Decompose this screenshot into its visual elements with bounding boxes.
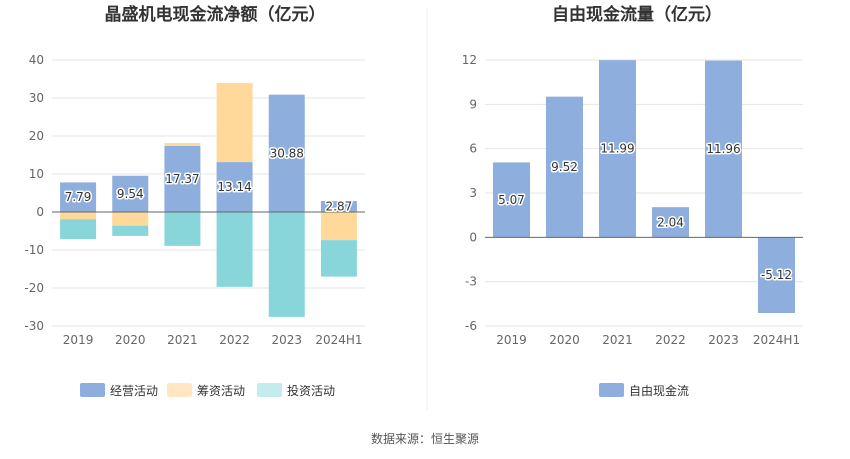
bar-3 [112, 225, 149, 236]
bar-1 [705, 60, 742, 238]
y-tick-label: 0 [36, 205, 44, 219]
legend-label: 筹资活动 [197, 384, 245, 398]
x-tick-label: 2024H1 [753, 333, 800, 347]
bar-1 [652, 207, 689, 238]
x-tick-label: 2023 [271, 333, 302, 347]
x-tick-label: 2024H1 [315, 333, 362, 347]
y-tick-label: 3 [469, 186, 477, 200]
x-tick-label: 2022 [219, 333, 250, 347]
bar-2 [164, 142, 201, 146]
y-tick-label: 9 [469, 97, 477, 111]
bar-3 [268, 212, 305, 317]
chart-title: 晶盛机电现金流净额（亿元） [105, 4, 326, 25]
bar-1 [216, 162, 253, 212]
x-tick-label: 2019 [496, 333, 527, 347]
y-tick-label: 12 [462, 53, 477, 67]
bar-3 [164, 212, 201, 246]
chart-title: 自由现金流量（亿元） [552, 4, 722, 25]
net-cash-flow-chart: 晶盛机电现金流净额（亿元） 40 30 20 10 0 -10 -20 -30 2019 2020… [24, 4, 365, 398]
data-label: 13.14 [217, 180, 251, 194]
bar-1 [268, 94, 305, 212]
bar-1 [320, 201, 357, 212]
x-tick-label: 2020 [549, 333, 580, 347]
y-tick-label: -3 [465, 275, 477, 289]
x-tick-label: 2021 [602, 333, 633, 347]
y-tick-label: 40 [29, 53, 44, 67]
bar-3 [60, 219, 97, 239]
x-tick-label: 2023 [708, 333, 739, 347]
y-tick-label: -10 [24, 243, 44, 257]
bar-1 [164, 145, 201, 212]
data-label: 30.88 [270, 146, 304, 160]
y-tick-label: -20 [24, 281, 44, 295]
bar-3 [320, 240, 357, 277]
bar-2 [112, 212, 149, 226]
x-tick-label: 2021 [167, 333, 198, 347]
data-label: 9.54 [117, 187, 144, 201]
data-source: 数据来源：恒生聚源 [371, 431, 479, 446]
legend-label: 投资活动 [287, 383, 335, 398]
free-cash-flow-chart: 自由现金流量（亿元） 12 9 6 3 0 -3 -6 2019 2020 2021 2022 202… [462, 4, 803, 398]
y-tick-label: 10 [29, 167, 44, 181]
data-label: 5.07 [498, 193, 525, 207]
data-label: 2.04 [657, 215, 684, 229]
data-label: 2.87 [326, 200, 353, 214]
bar-1 [60, 182, 97, 212]
y-tick-label: -6 [465, 319, 477, 333]
legend-label: 经营活动 [110, 384, 158, 398]
legend-swatch [257, 383, 282, 397]
data-label: 11.96 [706, 142, 740, 156]
legend-swatch [80, 383, 105, 397]
data-label: -5.12 [761, 268, 792, 282]
y-tick-label: -30 [24, 319, 44, 333]
y-tick-label: 30 [29, 91, 44, 105]
x-tick-label: 2019 [63, 333, 94, 347]
data-label: 7.79 [65, 190, 92, 204]
legend-swatch [599, 383, 624, 397]
data-label: 17.37 [165, 172, 199, 186]
x-tick-label: 2022 [655, 333, 686, 347]
data-label: 11.99 [600, 142, 634, 156]
y-tick-label: 0 [469, 230, 477, 244]
bar-1 [493, 162, 530, 238]
bar-2 [216, 83, 253, 163]
legend-swatch [167, 383, 192, 397]
y-tick-label: 20 [29, 129, 44, 143]
y-tick-label: 6 [469, 142, 477, 156]
bar-1 [599, 60, 636, 238]
bar-1 [758, 237, 795, 313]
x-tick-label: 2020 [115, 333, 146, 347]
bar-3 [216, 212, 253, 287]
bar-2 [60, 212, 97, 220]
bar-1 [112, 175, 149, 212]
legend-label: 自由现金流 [629, 383, 689, 398]
bar-2 [320, 212, 357, 241]
bar-1 [546, 96, 583, 238]
data-label: 9.52 [551, 160, 578, 174]
